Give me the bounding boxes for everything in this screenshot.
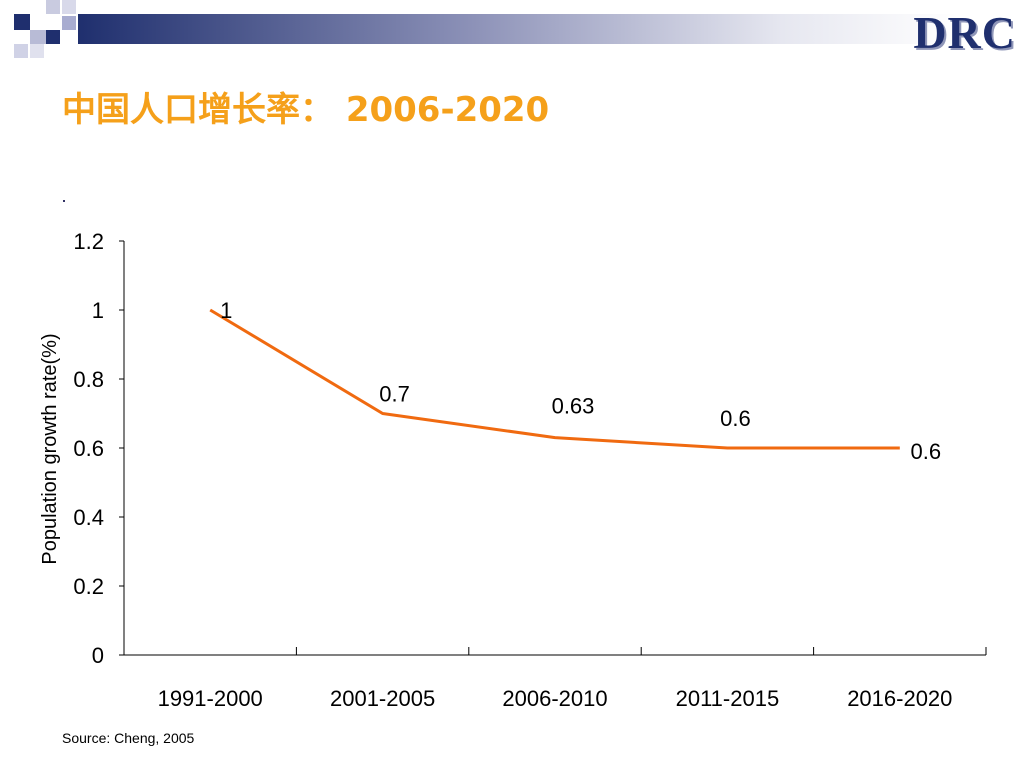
- bullet-dot: [63, 200, 65, 202]
- x-tick-label: 2016-2020: [847, 686, 952, 711]
- x-tick-label: 2001-2005: [330, 686, 435, 711]
- y-tick-label: 1: [92, 298, 104, 323]
- y-tick-label: 0.2: [73, 574, 104, 599]
- data-label: 0.6: [911, 439, 942, 464]
- x-tick-label: 1991-2000: [158, 686, 263, 711]
- data-label: 0.63: [552, 394, 595, 419]
- y-axis: 0 0.2 0.4 0.6 0.8 1 1.2: [73, 229, 125, 668]
- y-tick-label: 0: [92, 643, 104, 668]
- drc-logo: DRC: [913, 7, 1016, 58]
- series: [209, 308, 900, 450]
- y-tick-label: 0.6: [73, 436, 104, 461]
- source-note: Source: Cheng, 2005: [62, 730, 195, 746]
- y-tick-label: 0.4: [73, 505, 104, 530]
- data-label: 0.6: [720, 406, 751, 431]
- y-tick-label: 0.8: [73, 367, 104, 392]
- data-label: 1: [220, 298, 232, 323]
- data-label: 0.7: [379, 382, 410, 407]
- y-tick-label: 1.2: [73, 229, 104, 254]
- x-tick-label: 2006-2010: [502, 686, 607, 711]
- header-banner: [0, 0, 958, 58]
- series-line: [209, 308, 900, 450]
- data-labels: 1 0.7 0.63 0.6 0.6: [220, 298, 941, 464]
- x-axis: 1991-2000 2001-2005 2006-2010 2011-2015 2016…: [124, 647, 987, 711]
- x-tick-label: 2011-2015: [676, 686, 780, 711]
- page-title: 中国人口增长率： 2006-2020: [62, 90, 550, 130]
- y-axis-label: Population growth rate(%): [39, 333, 61, 564]
